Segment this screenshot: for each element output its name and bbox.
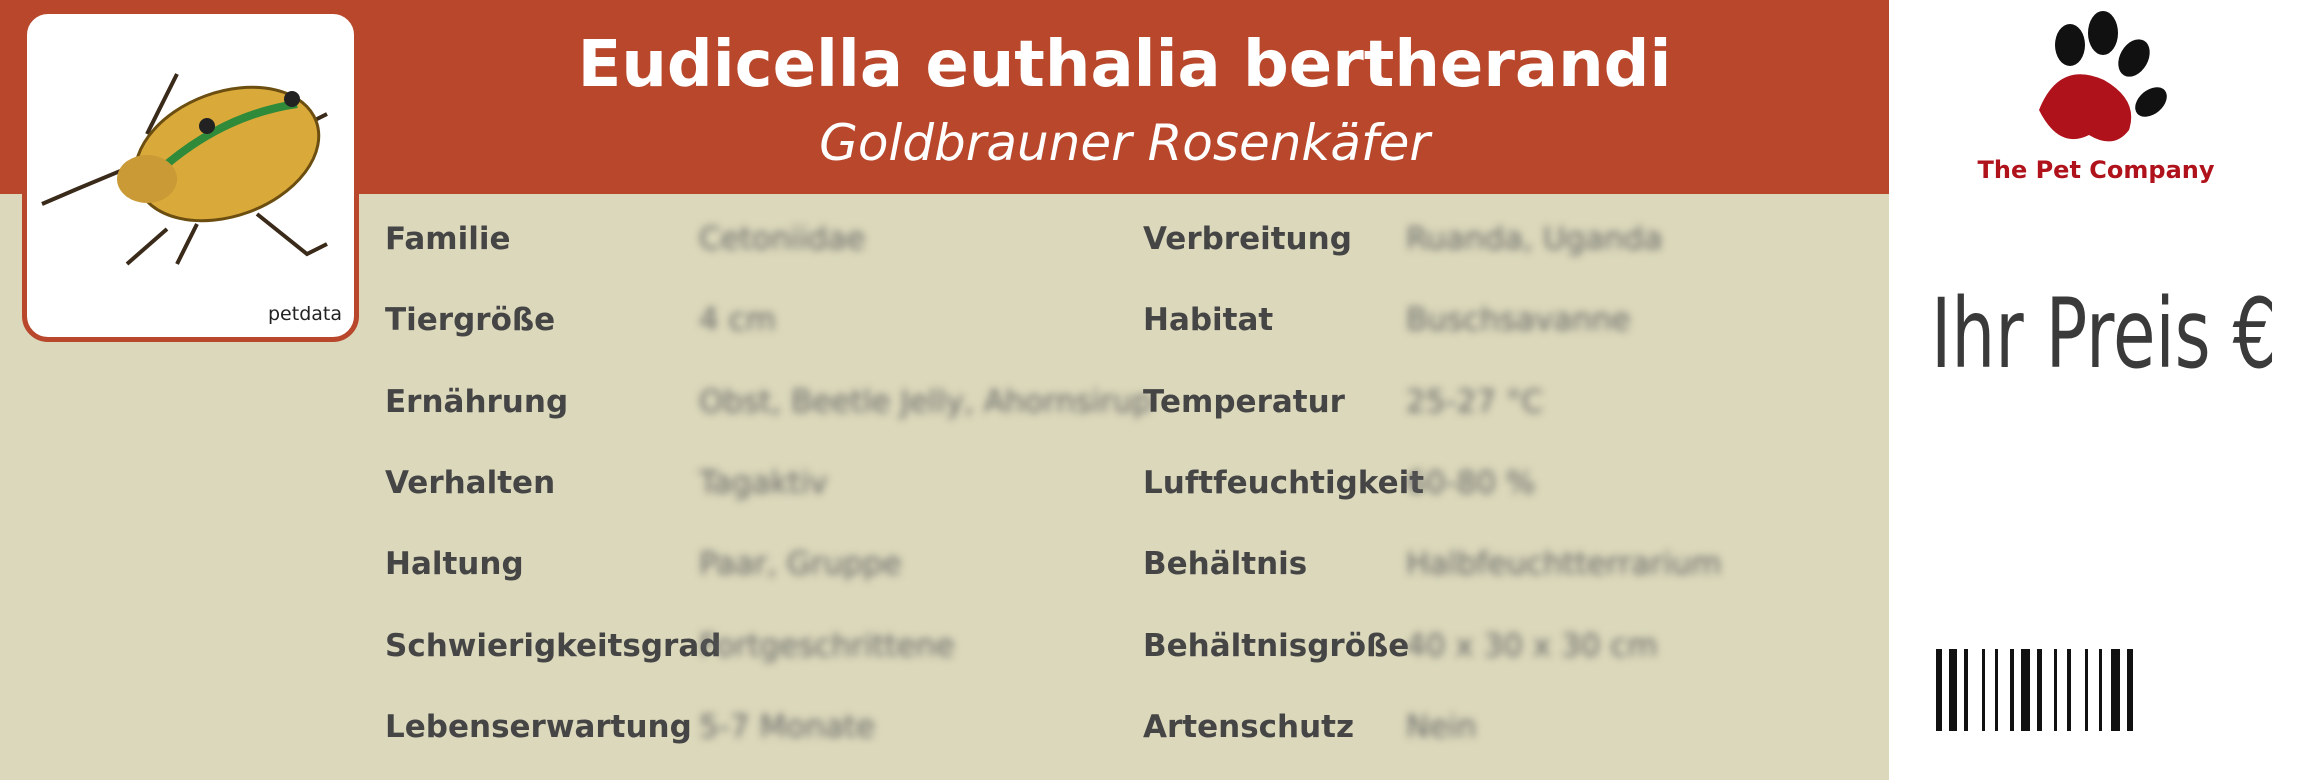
attribute-label: Luftfeuchtigkeit (1143, 464, 1425, 501)
barcode-bar (1964, 649, 1968, 731)
beetle-illustration (41, 73, 328, 266)
sidebar: The Pet Company Ihr Preis € (1889, 0, 2303, 780)
attribute-value: 60-80 % (1406, 464, 1536, 501)
barcode-bar (2021, 649, 2030, 731)
badge: petdata (268, 303, 342, 325)
attribute-label: Verbreitung (1143, 221, 1352, 257)
attribute-value: Fortgeschrittene (699, 627, 955, 664)
barcode-bar (1995, 649, 1998, 731)
attribute-label: Schwierigkeitsgrad (385, 627, 722, 664)
barcode-bar (2127, 649, 2133, 731)
attribute-value: 25-27 °C (1406, 383, 1544, 420)
barcode-bar (1982, 649, 1985, 731)
attribute-value: Paar, Gruppe (699, 546, 902, 583)
barcode-bar (2085, 649, 2088, 731)
barcode-bar (2099, 649, 2102, 731)
common-name: Goldbrauner Rosenkäfer (819, 114, 1430, 172)
attribute-value: Obst, Beetle Jelly, Ahornsirup (699, 383, 1153, 420)
barcode-bar (2010, 649, 2014, 731)
attribute-value: Cetoniidae (699, 221, 866, 257)
attribute-value: Tagaktiv (699, 464, 828, 501)
attribute-label: Familie (385, 221, 511, 257)
attribute-value: Ruanda, Uganda (1406, 221, 1663, 257)
barcode-bar (2067, 649, 2071, 731)
barcode-bar (1949, 649, 1957, 731)
attribute-value: Buschsavanne (1406, 302, 1631, 339)
attribute-value: Nein (1406, 708, 1477, 745)
barcode-bar (1936, 649, 1942, 731)
attribute-label: Habitat (1143, 302, 1274, 339)
barcode-bar (2111, 649, 2120, 731)
attribute-label: Verhalten (385, 464, 556, 501)
attribute-label: Tiergröße (385, 302, 556, 339)
attribute-label: Haltung (385, 546, 524, 583)
attribute-label: Artenschutz (1143, 708, 1355, 745)
barcode-bar (2054, 649, 2057, 731)
attribute-label: Temperatur (1143, 383, 1345, 420)
photo-card: petdata (22, 9, 359, 342)
attribute-value: 4 cm (699, 302, 776, 339)
paw-logo (2039, 11, 2167, 142)
attribute-label: Ernährung (385, 383, 569, 420)
price-label: Ihr Preis € (1931, 278, 2277, 390)
attribute-label: Lebenserwartung (385, 708, 692, 745)
attribute-value: Halbfeuchtterrarium (1406, 546, 1722, 583)
attribute-value: 40 x 30 x 30 cm (1406, 627, 1658, 664)
brand-name: The Pet Company (1977, 156, 2215, 184)
attribute-label: Behältnisgröße (1143, 627, 1410, 664)
barcode-bar (2037, 649, 2042, 731)
barcode (1936, 649, 2133, 731)
attribute-label: Behältnis (1143, 546, 1308, 583)
species-title: Eudicella euthalia bertherandi (577, 28, 1672, 102)
attribute-value: 5-7 Monate (699, 708, 876, 745)
